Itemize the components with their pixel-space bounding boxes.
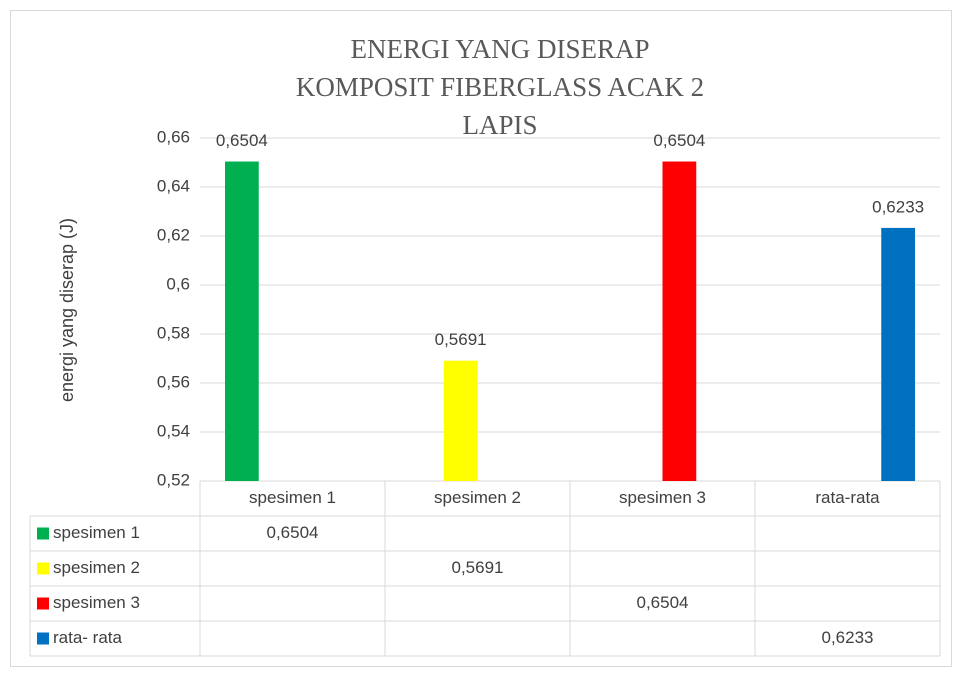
- x-tick-label: rata-rata: [815, 488, 880, 507]
- x-tick-label: spesimen 3: [619, 488, 706, 507]
- y-tick-label: 0,56: [157, 372, 190, 391]
- legend-label: spesimen 2: [53, 558, 140, 577]
- chart-border: [10, 10, 952, 667]
- data-label: 0,6233: [872, 197, 924, 216]
- y-tick-label: 0,54: [157, 421, 190, 440]
- y-tick-label: 0,58: [157, 323, 190, 342]
- legend-label: spesimen 1: [53, 523, 140, 542]
- bar: [443, 360, 478, 481]
- y-axis-label: energi yang diserap (J): [57, 218, 77, 402]
- y-tick-label: 0,6: [166, 274, 190, 293]
- y-tick-label: 0,62: [157, 225, 190, 244]
- legend-swatch: [37, 527, 49, 540]
- bar: [881, 227, 915, 481]
- data-label: 0,6504: [653, 131, 705, 150]
- legend-label: rata- rata: [53, 628, 123, 647]
- table-value: 0,5691: [452, 558, 504, 577]
- table-value: 0,6504: [637, 593, 689, 612]
- legend-label: spesimen 3: [53, 593, 140, 612]
- legend-swatch: [37, 597, 49, 610]
- data-label: 0,6504: [216, 131, 268, 150]
- legend-swatch: [37, 562, 49, 575]
- y-tick-label: 0,52: [157, 470, 190, 489]
- bar: [662, 161, 697, 481]
- legend-swatch: [37, 632, 49, 645]
- y-tick-label: 0,66: [157, 127, 190, 146]
- x-tick-label: spesimen 1: [249, 488, 336, 507]
- bar: [225, 161, 259, 481]
- data-label: 0,5691: [435, 330, 487, 349]
- y-tick-label: 0,64: [157, 176, 190, 195]
- chart-title: ENERGI YANG DISERAP KOMPOSIT FIBERGLASS …: [295, 34, 705, 140]
- table-value: 0,6504: [267, 523, 319, 542]
- table-value: 0,6233: [822, 628, 874, 647]
- x-tick-label: spesimen 2: [434, 488, 521, 507]
